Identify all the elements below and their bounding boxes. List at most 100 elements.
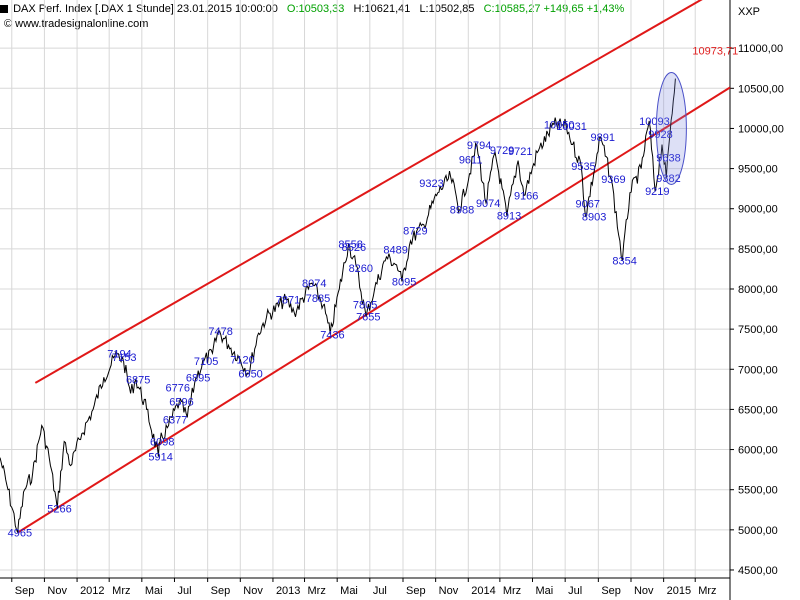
annotation-label: 10050 xyxy=(544,119,575,131)
x-tick-label: Sep xyxy=(601,585,621,597)
annotation-label: 9721 xyxy=(508,146,532,158)
annotation-label: 5914 xyxy=(148,451,172,463)
annotation-label: 7655 xyxy=(356,312,380,324)
x-tick-label: Mai xyxy=(536,585,554,597)
annotation-label: 8988 xyxy=(450,205,474,217)
annotation-label: 4965 xyxy=(8,528,32,540)
annotation-label: 8489 xyxy=(383,245,407,257)
x-tick-label: Sep xyxy=(15,585,35,597)
x-tick-label: Jul xyxy=(373,585,387,597)
annotation-label: 6596 xyxy=(169,397,193,409)
annotation-label: 6776 xyxy=(166,382,190,394)
annotation-label: 7436 xyxy=(320,329,344,341)
annotation-label: 8729 xyxy=(403,225,427,237)
x-tick-label: Sep xyxy=(406,585,426,597)
chart-header: DAX Perf. Index [.DAX 1 Stunde] 23.01.20… xyxy=(0,0,624,18)
instrument-title: DAX Perf. Index [.DAX 1 Stunde] 23.01.20… xyxy=(13,3,278,15)
y-tick-label: 4500,00 xyxy=(738,565,778,577)
grid xyxy=(0,0,730,578)
y-tick-label: 10500,00 xyxy=(738,83,784,95)
x-tick-label: 2013 xyxy=(276,585,300,597)
annotation-label: 9382 xyxy=(656,173,680,185)
annotation-label: 9928 xyxy=(648,129,672,141)
source-credit: © www.tradesignalonline.com xyxy=(4,18,149,30)
annotation-label: 9535 xyxy=(571,161,595,173)
open-value: O:10503,33 xyxy=(286,3,345,15)
annotation-label: 6950 xyxy=(238,368,262,380)
annotation-label: 7153 xyxy=(112,352,136,364)
annotation-label: 7120 xyxy=(230,355,254,367)
annotation-label: 8074 xyxy=(302,278,326,290)
y-tick-label: 5500,00 xyxy=(738,485,778,497)
annotation-label: 9369 xyxy=(601,174,625,186)
y-axis-label: XXP xyxy=(738,6,760,18)
annotation-label: 9323 xyxy=(419,178,443,190)
x-tick-label: Mai xyxy=(145,585,163,597)
y-tick-label: 5000,00 xyxy=(738,525,778,537)
x-tick-label: Nov xyxy=(47,585,67,597)
x-tick-label: Mrz xyxy=(503,585,521,597)
annotation-label: 10093 xyxy=(639,116,670,128)
y-tick-label: 6500,00 xyxy=(738,404,778,416)
annotation-label: 8260 xyxy=(349,263,373,275)
annotation-label: 9166 xyxy=(514,190,538,202)
x-tick-label: Mai xyxy=(340,585,358,597)
annotation-label: 9074 xyxy=(476,198,500,210)
annotation-label: 7871 xyxy=(276,294,300,306)
y-tick-label: 10000,00 xyxy=(738,123,784,135)
y-tick-label: 7000,00 xyxy=(738,364,778,376)
annotation-label: 7105 xyxy=(194,356,218,368)
annotation-label: 5266 xyxy=(47,503,71,515)
annotation-label: 8526 xyxy=(342,242,366,254)
y-tick-label: 7500,00 xyxy=(738,324,778,336)
x-tick-label: Jul xyxy=(177,585,191,597)
channel-upper-line xyxy=(34,0,703,384)
annotation-label: 6098 xyxy=(150,437,174,449)
annotation-label: 7885 xyxy=(306,293,330,305)
header-marker-icon xyxy=(0,5,8,14)
annotation-label: 7194 xyxy=(107,349,131,361)
annotation-label: 8095 xyxy=(392,276,416,288)
y-tick-label: 11000,00 xyxy=(738,43,783,55)
annotation-label: 7478 xyxy=(208,326,232,338)
annotation-label: 9611 xyxy=(459,155,483,167)
annotation-label: 8558 xyxy=(338,239,362,251)
x-tick-label: Mrz xyxy=(112,585,130,597)
y-tick-label: 8000,00 xyxy=(738,284,778,296)
price-line xyxy=(0,78,676,533)
annotation-label: 9219 xyxy=(645,186,669,198)
projection-label: 10973,71 xyxy=(692,45,738,57)
y-tick-label: 6000,00 xyxy=(738,445,778,457)
close-value: C:10585,27 +149,65 +1,43% xyxy=(483,3,625,15)
annotation-label: 10031 xyxy=(556,121,587,133)
price-series xyxy=(0,78,676,533)
channel-lower-line xyxy=(17,86,731,534)
annotation-label: 6895 xyxy=(186,373,210,385)
x-tick-label: Nov xyxy=(243,585,263,597)
annotation-label: 8913 xyxy=(497,211,521,223)
low-value: L:10502,85 xyxy=(419,3,475,15)
x-tick-label: Mrz xyxy=(698,585,716,597)
highlight-ellipse xyxy=(655,71,687,185)
y-tick-label: 9500,00 xyxy=(738,164,778,176)
annotation-label: 8903 xyxy=(582,212,606,224)
annotation-label: 8354 xyxy=(612,256,636,268)
x-tick-label: 2015 xyxy=(667,585,691,597)
x-tick-label: Sep xyxy=(211,585,231,597)
annotation-label: 7805 xyxy=(353,300,377,312)
x-tick-label: Nov xyxy=(634,585,654,597)
annotation-label: 9638 xyxy=(656,153,680,165)
x-tick-label: 2014 xyxy=(471,585,495,597)
trend-channel: 10973,71 xyxy=(17,0,738,534)
x-tick-label: 2012 xyxy=(80,585,104,597)
annotation-label: 9729 xyxy=(490,145,514,157)
y-tick-label: 8500,00 xyxy=(738,244,778,256)
highlight-ellipse-shape xyxy=(655,71,687,185)
annotation-label: 6875 xyxy=(126,374,150,386)
annotation-label: 9794 xyxy=(467,140,491,152)
y-tick-label: 9000,00 xyxy=(738,204,778,216)
